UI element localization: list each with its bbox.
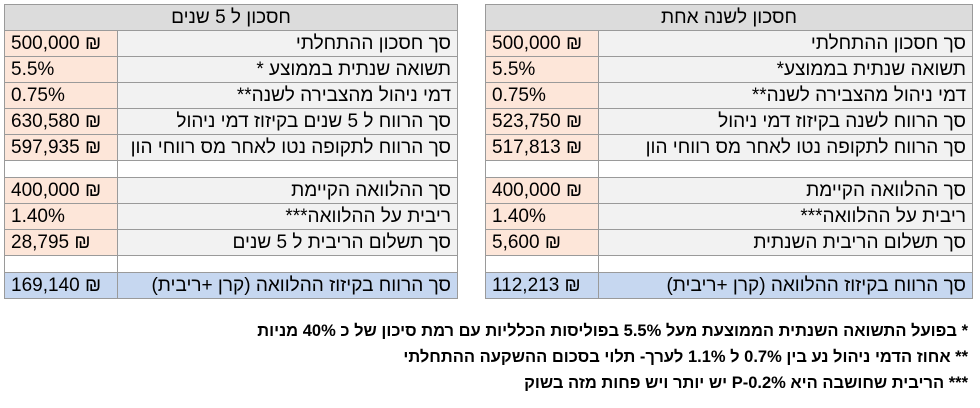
footnote-return: * בפועל התשואה השנתית הממוצעת מעל 5.5% ב… bbox=[257, 322, 968, 340]
interest-payment-value: 28,795 ₪ bbox=[4, 229, 118, 256]
net-profit-value: 517,813 ₪ bbox=[485, 134, 599, 161]
total-row: 169,140 ₪ סך הרווח בקיזוז ההלוואה (קרן +… bbox=[4, 272, 458, 299]
table-row: 517,813 ₪ סך הרווח לתקופה נטו לאחר מס רו… bbox=[485, 134, 973, 161]
table-title: חסכון ל 5 שנים bbox=[4, 4, 458, 31]
total-label: סך הרווח בקיזוז ההלוואה (קרן +ריבית) bbox=[117, 272, 458, 299]
table-row: 597,935 ₪ סך הרווח לתקופה נטו לאחר מס רו… bbox=[4, 134, 458, 161]
interest-payment-label: סך תשלום הריבית השנתית bbox=[598, 229, 973, 256]
table-row: 523,750 ₪ סך הרווח לשנה בקיזוז דמי ניהול bbox=[485, 108, 973, 135]
net-profit-value: 597,935 ₪ bbox=[4, 134, 118, 161]
interest-payment-value: 5,600 ₪ bbox=[485, 229, 599, 256]
total-value: 112,213 ₪ bbox=[485, 272, 599, 299]
management-fee-value: 0.75% bbox=[485, 82, 599, 109]
interest-payment-label: סך תשלום הריבית ל 5 שנים bbox=[117, 229, 458, 256]
table-row: 500,000 ₪ סך חסכון ההתחלתי bbox=[485, 30, 973, 57]
table-title-row: חסכון ל 5 שנים bbox=[4, 4, 458, 31]
footnotes: * בפועל התשואה השנתית הממוצעת מעל 5.5% ב… bbox=[257, 318, 968, 396]
spacer-row bbox=[4, 160, 458, 178]
table-row: 5,600 ₪ סך תשלום הריבית השנתית bbox=[485, 229, 973, 256]
table-row: 5.5% תשואה שנתית בממוצע* bbox=[485, 56, 973, 83]
loan-label: סך ההלוואה הקיימת bbox=[117, 177, 458, 204]
spacer-row bbox=[4, 255, 458, 273]
table-row: 500,000 ₪ סך חסכון ההתחלתי bbox=[4, 30, 458, 57]
table-row: 0.75% דמי ניהול מהצבירה לשנה** bbox=[485, 82, 973, 109]
total-row: 112,213 ₪ סך הרווח בקיזוז ההלוואה (קרן +… bbox=[485, 272, 973, 299]
gross-profit-label: סך הרווח ל 5 שנים בקיזוז דמי ניהול bbox=[117, 108, 458, 135]
loan-label: סך ההלוואה הקיימת bbox=[598, 177, 973, 204]
annual-return-label: תשואה שנתית בממוצע * bbox=[117, 56, 458, 83]
table-row: 5.5% תשואה שנתית בממוצע * bbox=[4, 56, 458, 83]
loan-value: 400,000 ₪ bbox=[485, 177, 599, 204]
spacer-row bbox=[485, 160, 973, 178]
gross-profit-label: סך הרווח לשנה בקיזוז דמי ניהול bbox=[598, 108, 973, 135]
spacer-row bbox=[485, 255, 973, 273]
initial-savings-value: 500,000 ₪ bbox=[4, 30, 118, 57]
table-title: חסכון לשנה אחת bbox=[485, 4, 973, 31]
one-year-savings-table: חסכון לשנה אחת 500,000 ₪ סך חסכון ההתחלת… bbox=[485, 4, 973, 299]
table-row: 1.40% ריבית על ההלוואה*** bbox=[4, 203, 458, 230]
gross-profit-value: 630,580 ₪ bbox=[4, 108, 118, 135]
initial-savings-label: סך חסכון ההתחלתי bbox=[117, 30, 458, 57]
table-row: 28,795 ₪ סך תשלום הריבית ל 5 שנים bbox=[4, 229, 458, 256]
table-row: 400,000 ₪ סך ההלוואה הקיימת bbox=[485, 177, 973, 204]
table-row: 400,000 ₪ סך ההלוואה הקיימת bbox=[4, 177, 458, 204]
five-year-savings-table: חסכון ל 5 שנים 500,000 ₪ סך חסכון ההתחלת… bbox=[4, 4, 458, 299]
loan-interest-value: 1.40% bbox=[485, 203, 599, 230]
table-row: 1.40% ריבית על ההלוואה*** bbox=[485, 203, 973, 230]
annual-return-value: 5.5% bbox=[4, 56, 118, 83]
table-title-row: חסכון לשנה אחת bbox=[485, 4, 973, 31]
annual-return-value: 5.5% bbox=[485, 56, 599, 83]
table-row: 0.75% דמי ניהול מהצבירה לשנה** bbox=[4, 82, 458, 109]
loan-interest-label: ריבית על ההלוואה*** bbox=[598, 203, 973, 230]
management-fee-label: דמי ניהול מהצבירה לשנה** bbox=[598, 82, 973, 109]
net-profit-label: סך הרווח לתקופה נטו לאחר מס רווחי הון bbox=[117, 134, 458, 161]
initial-savings-value: 500,000 ₪ bbox=[485, 30, 599, 57]
annual-return-label: תשואה שנתית בממוצע* bbox=[598, 56, 973, 83]
table-row: 630,580 ₪ סך הרווח ל 5 שנים בקיזוז דמי נ… bbox=[4, 108, 458, 135]
total-label: סך הרווח בקיזוז ההלוואה (קרן +ריבית) bbox=[598, 272, 973, 299]
footnote-interest: *** הריבית שחושבה היא P-0.2% יש יותר ויש… bbox=[524, 374, 968, 392]
loan-interest-value: 1.40% bbox=[4, 203, 118, 230]
net-profit-label: סך הרווח לתקופה נטו לאחר מס רווחי הון bbox=[598, 134, 973, 161]
gross-profit-value: 523,750 ₪ bbox=[485, 108, 599, 135]
management-fee-value: 0.75% bbox=[4, 82, 118, 109]
footnote-management-fee: ** אחוז הדמי ניהול נע בין 0.7% ל 1.1% לע… bbox=[403, 348, 968, 366]
total-value: 169,140 ₪ bbox=[4, 272, 118, 299]
initial-savings-label: סך חסכון ההתחלתי bbox=[598, 30, 973, 57]
management-fee-label: דמי ניהול מהצבירה לשנה** bbox=[117, 82, 458, 109]
loan-value: 400,000 ₪ bbox=[4, 177, 118, 204]
loan-interest-label: ריבית על ההלוואה*** bbox=[117, 203, 458, 230]
